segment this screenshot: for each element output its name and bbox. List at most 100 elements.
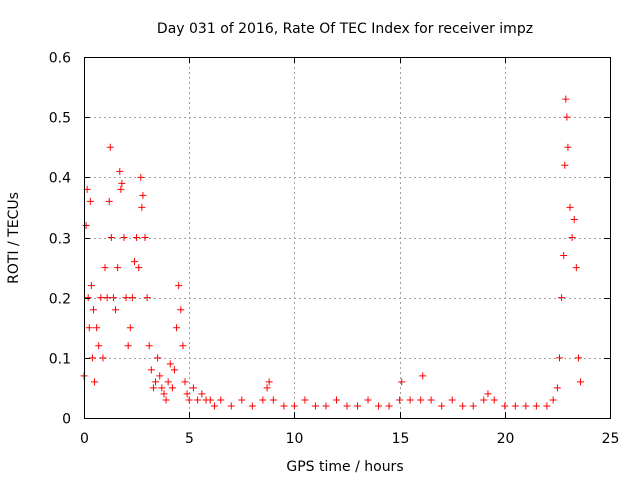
data-point xyxy=(139,191,147,199)
data-point xyxy=(459,402,467,410)
data-point xyxy=(149,384,157,392)
data-point xyxy=(152,378,160,386)
data-point xyxy=(553,384,561,392)
data-point xyxy=(427,396,435,404)
data-point xyxy=(301,396,309,404)
data-point xyxy=(259,396,267,404)
data-point xyxy=(118,179,126,187)
data-point xyxy=(564,143,572,151)
data-point xyxy=(484,390,492,398)
data-point xyxy=(560,252,568,260)
data-point xyxy=(114,264,122,272)
data-point xyxy=(419,372,427,380)
data-point xyxy=(568,234,576,241)
data-point xyxy=(112,306,120,314)
data-point xyxy=(138,203,146,211)
data-point xyxy=(181,378,189,386)
data-point xyxy=(141,234,149,241)
y-tick-label: 0.4 xyxy=(49,171,71,187)
data-point xyxy=(177,306,185,314)
data-point xyxy=(189,384,197,392)
data-point xyxy=(210,402,218,410)
data-point xyxy=(89,306,97,314)
data-point xyxy=(85,324,93,332)
data-point xyxy=(398,378,406,386)
data-point xyxy=(574,354,582,362)
data-point xyxy=(185,396,193,404)
data-point xyxy=(170,366,178,374)
y-axis-label: ROTI / TECUs xyxy=(6,192,22,284)
data-point xyxy=(558,294,566,302)
grid-lines xyxy=(84,57,610,418)
data-point xyxy=(206,396,214,404)
data-point xyxy=(572,264,580,272)
data-point xyxy=(501,402,509,410)
data-point xyxy=(269,396,277,404)
axis-ticks: 0 5 10 15 20 25 0 0.1 0.2 0.3 0.4 0.5 0.6 xyxy=(49,51,620,448)
data-point xyxy=(137,173,145,181)
data-point xyxy=(97,294,105,302)
data-point xyxy=(120,234,128,241)
data-point xyxy=(122,294,130,302)
data-point xyxy=(147,366,155,374)
data-point xyxy=(290,402,298,410)
data-point xyxy=(490,396,498,404)
data-point xyxy=(95,342,103,350)
data-point xyxy=(511,402,519,410)
data-point xyxy=(93,324,101,332)
data-point xyxy=(238,396,246,404)
x-tick-label: 5 xyxy=(185,431,194,447)
data-point xyxy=(332,396,340,404)
data-points xyxy=(80,95,585,410)
data-point xyxy=(448,396,456,404)
data-point xyxy=(263,384,271,392)
data-point xyxy=(265,378,273,386)
data-point xyxy=(162,396,170,404)
data-point xyxy=(106,143,114,151)
y-tick-label: 0.3 xyxy=(49,232,71,248)
y-tick-label: 0.2 xyxy=(49,292,71,308)
data-point xyxy=(556,354,564,362)
x-tick-label: 0 xyxy=(80,431,89,447)
data-point xyxy=(109,294,117,302)
data-point xyxy=(116,167,124,175)
x-tick-label: 25 xyxy=(602,431,620,447)
data-point xyxy=(469,402,477,410)
data-point xyxy=(117,185,125,193)
data-point xyxy=(101,264,109,272)
data-point xyxy=(130,258,138,266)
data-point xyxy=(183,390,191,398)
data-point xyxy=(82,221,90,229)
data-point xyxy=(168,384,176,392)
data-point xyxy=(84,294,92,302)
data-point xyxy=(543,402,551,410)
data-point xyxy=(438,402,446,410)
y-tick-label: 0.6 xyxy=(49,51,71,67)
y-tick-label: 0 xyxy=(62,412,71,428)
data-point xyxy=(406,396,414,404)
x-tick-label: 15 xyxy=(392,431,410,447)
data-point xyxy=(179,342,187,350)
x-tick-label: 20 xyxy=(497,431,515,447)
data-point xyxy=(126,324,134,332)
data-point xyxy=(570,215,578,223)
data-point xyxy=(166,360,174,368)
data-point xyxy=(156,372,164,380)
chart-title: Day 031 of 2016, Rate Of TEC Index for r… xyxy=(157,21,533,37)
data-point xyxy=(145,342,153,350)
data-point xyxy=(164,378,172,386)
data-point xyxy=(105,197,113,205)
data-point xyxy=(128,294,136,302)
data-point xyxy=(217,396,225,404)
data-point xyxy=(532,402,540,410)
data-point xyxy=(124,342,132,350)
data-point xyxy=(549,396,557,404)
data-point xyxy=(563,113,571,121)
data-point xyxy=(198,390,206,398)
data-point xyxy=(566,203,574,211)
data-point xyxy=(135,264,143,272)
data-point xyxy=(343,402,351,410)
data-point xyxy=(417,396,425,404)
data-point xyxy=(175,282,183,290)
